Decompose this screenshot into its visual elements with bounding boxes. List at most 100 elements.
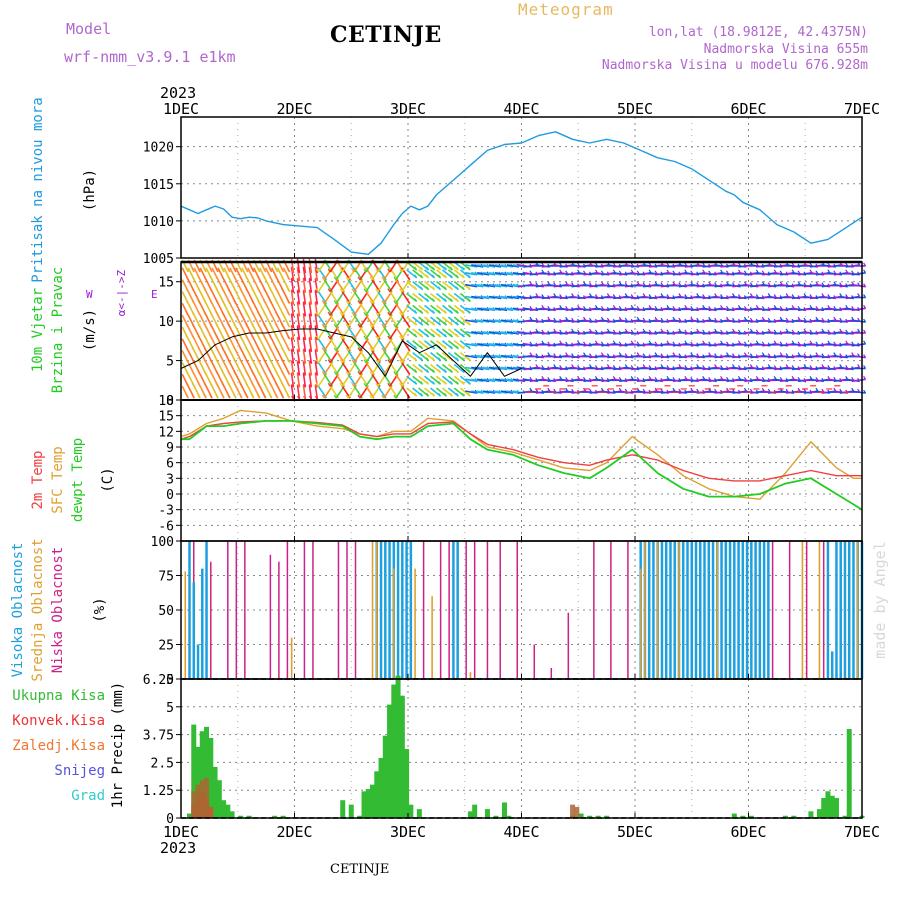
wind-barb-flag — [291, 312, 295, 317]
wind-barb-flag — [449, 286, 453, 290]
frozen-precip-bar — [195, 784, 201, 818]
wind-barb — [494, 295, 508, 300]
wind-barb-flag — [185, 335, 189, 340]
x-tick-label-bottom: 2DEC — [276, 823, 312, 841]
mid-cloud-bar — [375, 541, 378, 679]
y-tick-label: 1015 — [143, 178, 174, 193]
wind-barb-flag — [227, 300, 231, 304]
wind-barb-flag — [314, 289, 318, 293]
high-cloud-bar — [754, 541, 757, 679]
wind-barb — [314, 385, 319, 400]
wind-barb-flag — [857, 364, 861, 368]
wind-barb — [483, 295, 496, 300]
wind-barb — [430, 352, 442, 362]
wind-barb-flag — [432, 321, 436, 326]
wind-barb-flag — [245, 347, 249, 352]
wind-barb-flag — [302, 336, 306, 341]
high-cloud-bar — [384, 541, 387, 679]
wind-barb — [459, 352, 471, 362]
wind-barb-flag — [314, 395, 318, 400]
wind-barb — [308, 349, 313, 364]
wind-barb — [406, 375, 418, 385]
wind-barb — [488, 343, 502, 347]
wind-barb-flag — [269, 359, 273, 363]
wind-barb-flag — [197, 300, 201, 304]
low-cloud-bar — [771, 541, 774, 679]
wind-barb — [418, 375, 430, 385]
wind-barb — [477, 319, 490, 323]
wind-barb-flag — [467, 380, 471, 385]
wind-barb — [435, 340, 447, 350]
wind-barb — [471, 343, 484, 347]
wind-barb-flag — [197, 335, 201, 340]
x-tick-label-top: 5DEC — [617, 100, 653, 118]
high-cloud-bar — [452, 541, 455, 679]
wind-barb-flag — [221, 311, 225, 316]
high-cloud-bar — [826, 541, 830, 679]
frozen-precip-bar — [199, 780, 205, 818]
total-precip-bar — [399, 695, 405, 818]
wind-barb — [488, 264, 502, 268]
wind-barb — [477, 331, 490, 335]
pressure-unit-label: (hPa) — [82, 169, 98, 211]
wind-barb-flag — [375, 382, 379, 387]
wind-barb — [290, 325, 295, 341]
wind-barb — [459, 375, 471, 385]
wind-barb-flag — [461, 321, 465, 326]
wind-barb-flag — [296, 336, 300, 341]
wind-barb — [296, 266, 301, 281]
high-cloud-bar — [673, 541, 676, 679]
wind-barb — [441, 352, 453, 362]
wind-barb-flag — [443, 392, 447, 397]
wind-barb — [441, 387, 453, 397]
low-cloud-bar — [805, 541, 808, 679]
wind-barb-flag — [257, 323, 261, 328]
wind-barb-flag — [291, 336, 295, 341]
wind-barb-flag — [215, 300, 219, 304]
wind-barb-flag — [467, 392, 471, 397]
wind-barb-flag — [432, 309, 436, 314]
wind-barb — [441, 304, 453, 314]
wind-barb-flag — [449, 380, 453, 385]
wind-barb — [494, 366, 508, 371]
low-cloud-bar — [346, 541, 348, 679]
y-tick-label: 9 — [166, 441, 174, 456]
wind-barb-flag — [461, 392, 465, 397]
low-cloud-bar — [473, 541, 476, 679]
wind-barb-flag — [215, 276, 219, 281]
wind-barb — [488, 307, 502, 312]
wind-barb-flag — [414, 298, 418, 302]
low-cloud-bar — [788, 541, 791, 679]
wind-barb-flag — [443, 345, 447, 350]
wind-barb-flag — [455, 392, 459, 397]
wind-label: 10m Vjetar — [30, 288, 46, 372]
wind-barb — [447, 340, 459, 350]
y-tick-label: 1.25 — [143, 784, 174, 799]
wind-barb — [401, 326, 411, 340]
wind-barb-flag — [185, 359, 189, 363]
wind-barb-flag — [191, 300, 195, 304]
wind-barb — [459, 304, 471, 314]
wind-barb — [506, 307, 520, 312]
wind-barb — [851, 283, 866, 288]
wind-barb-flag — [281, 335, 285, 340]
wind-barb — [500, 295, 514, 300]
wind-barb-flag — [438, 369, 442, 373]
total-precip-bar — [587, 815, 593, 818]
wind-barb-flag — [275, 371, 279, 375]
wind-barb-flag — [185, 288, 189, 292]
wind-barb-flag — [233, 268, 237, 273]
x-tick-label-top: 6DEC — [730, 100, 766, 118]
wind-barb — [477, 272, 490, 276]
wind-barb-flag — [455, 309, 459, 314]
wind-barb-flag — [345, 371, 349, 375]
year-top: 2023 — [160, 84, 197, 102]
y-tick-label: 3 — [166, 472, 174, 487]
wind-barb — [302, 385, 307, 400]
wind-barb-flag — [245, 335, 249, 340]
y-tick-label: 25 — [158, 639, 174, 654]
wind-barb-flag — [209, 311, 213, 316]
wind-barb-flag — [420, 286, 424, 290]
wind-barb — [500, 378, 514, 383]
wind-barb-flag — [420, 345, 424, 350]
